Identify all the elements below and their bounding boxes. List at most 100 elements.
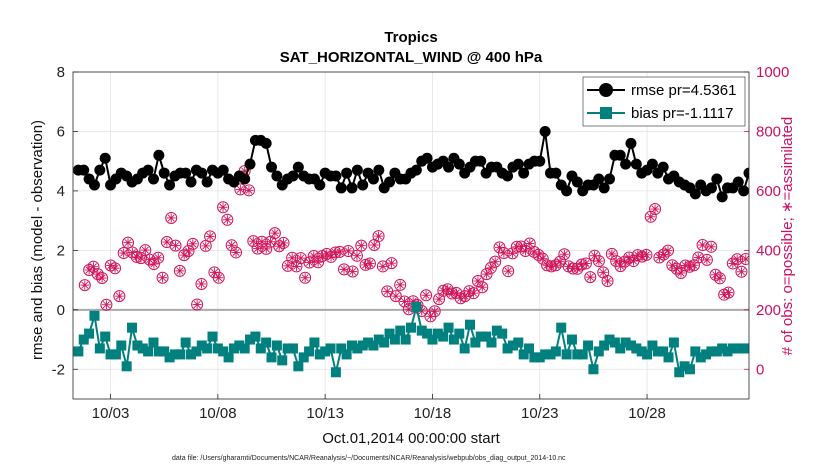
obs-circle <box>169 239 182 252</box>
obs-asterisk-stroke <box>379 262 387 270</box>
bias-marker <box>722 346 733 357</box>
x-axis-label: Oct.01,2014 00:00:00 start <box>322 430 500 447</box>
bias-marker <box>309 337 320 348</box>
bias-marker <box>196 340 207 351</box>
obs-asterisk-stroke <box>595 257 603 265</box>
obs-asterisk-stroke <box>733 255 741 263</box>
obs-circle <box>165 211 178 224</box>
bias-marker <box>438 331 449 342</box>
obs-asterisk-stroke <box>137 254 145 262</box>
obs-asterisk-stroke <box>141 246 149 254</box>
obs-circle <box>692 251 705 264</box>
obs-point <box>217 201 230 214</box>
y-tick-label: 8 <box>57 64 65 81</box>
obs-circle <box>333 245 346 258</box>
obs-circle <box>109 262 122 275</box>
obs-point <box>147 258 160 271</box>
bias-marker <box>169 349 180 360</box>
obs-circle <box>739 252 749 265</box>
obs-asterisk-stroke <box>496 243 504 251</box>
bias-marker <box>228 343 239 354</box>
obs-circle <box>696 239 709 252</box>
obs-circle <box>195 277 208 290</box>
obs-circle <box>346 265 359 278</box>
obs-asterisk-stroke <box>128 248 136 256</box>
bias-marker <box>647 340 658 351</box>
rmse-marker <box>180 167 192 179</box>
bias-marker <box>346 340 357 351</box>
obs-circle <box>571 262 584 275</box>
obs-point <box>480 268 493 281</box>
bias-marker <box>733 343 744 354</box>
rmse-marker <box>142 164 154 176</box>
obs-point <box>428 305 441 318</box>
obs-asterisk-stroke <box>517 242 525 250</box>
bias-marker <box>615 343 626 354</box>
obs-point <box>601 274 614 287</box>
obs-asterisk-stroke <box>422 291 430 299</box>
obs-asterisk-stroke <box>249 237 257 245</box>
obs-circle <box>471 274 484 287</box>
x-tick-label: 10/18 <box>414 405 452 422</box>
footer-data-file: data file: /Users/gharamti/Documents/NCA… <box>172 455 566 462</box>
bias-marker <box>287 343 298 354</box>
bias-marker <box>481 331 492 342</box>
bias-marker <box>642 349 653 360</box>
obs-asterisk-stroke <box>267 238 275 246</box>
obs-asterisk-stroke <box>301 274 309 282</box>
obs-asterisk-stroke <box>357 242 365 250</box>
obs-asterisk-stroke <box>686 263 694 271</box>
rmse-marker <box>244 158 256 170</box>
obs-asterisk-stroke <box>172 242 180 250</box>
obs-asterisk-stroke <box>210 268 218 276</box>
y-tick-label: -2 <box>52 361 65 378</box>
obs-circle <box>96 272 109 285</box>
bias-marker <box>223 352 234 363</box>
bias-marker <box>631 343 642 354</box>
obs-circle <box>484 261 497 274</box>
obs-point <box>484 261 497 274</box>
rmse-marker <box>819 165 830 176</box>
y-right-tick-label: 800 <box>756 123 781 140</box>
obs-point <box>264 235 277 248</box>
obs-asterisk-stroke <box>383 287 391 295</box>
x-tick-label: 10/28 <box>628 405 666 422</box>
obs-asterisk-stroke <box>336 248 344 256</box>
bias-marker <box>164 352 175 363</box>
obs-point <box>433 293 446 306</box>
rmse-marker <box>384 176 396 188</box>
obs-point <box>268 227 281 240</box>
bias-marker <box>341 349 352 360</box>
obs-asterisk-stroke <box>504 267 512 275</box>
rmse-marker <box>147 173 159 185</box>
obs-point <box>139 244 152 257</box>
bias-marker <box>588 364 599 375</box>
rmse-marker <box>357 179 369 191</box>
bias-marker <box>153 346 164 357</box>
bias-marker <box>609 337 620 348</box>
bias-marker <box>684 364 695 375</box>
obs-circle <box>312 256 325 269</box>
bias-marker <box>422 328 433 339</box>
bias-marker <box>706 346 717 357</box>
bias-marker <box>100 331 111 342</box>
obs-asterisk-stroke <box>694 253 702 261</box>
obs-point <box>294 252 307 265</box>
rmse-marker <box>716 191 728 203</box>
obs-asterisk-stroke <box>396 281 404 289</box>
rmse-marker <box>351 164 363 176</box>
bias-marker <box>803 343 813 353</box>
rmse-marker <box>314 179 326 191</box>
obs-circle <box>277 236 290 249</box>
legend-bias-marker <box>600 107 612 119</box>
obs-asterisk-stroke <box>111 264 119 272</box>
obs-asterisk-stroke <box>292 262 300 270</box>
obs-asterisk-stroke <box>124 239 132 247</box>
obs-circle <box>225 239 238 252</box>
bias-marker <box>701 349 712 360</box>
rmse-marker <box>711 173 723 185</box>
obs-circle <box>476 281 489 294</box>
obs-point <box>649 203 662 216</box>
bias-marker <box>695 352 706 363</box>
obs-point <box>342 244 355 257</box>
